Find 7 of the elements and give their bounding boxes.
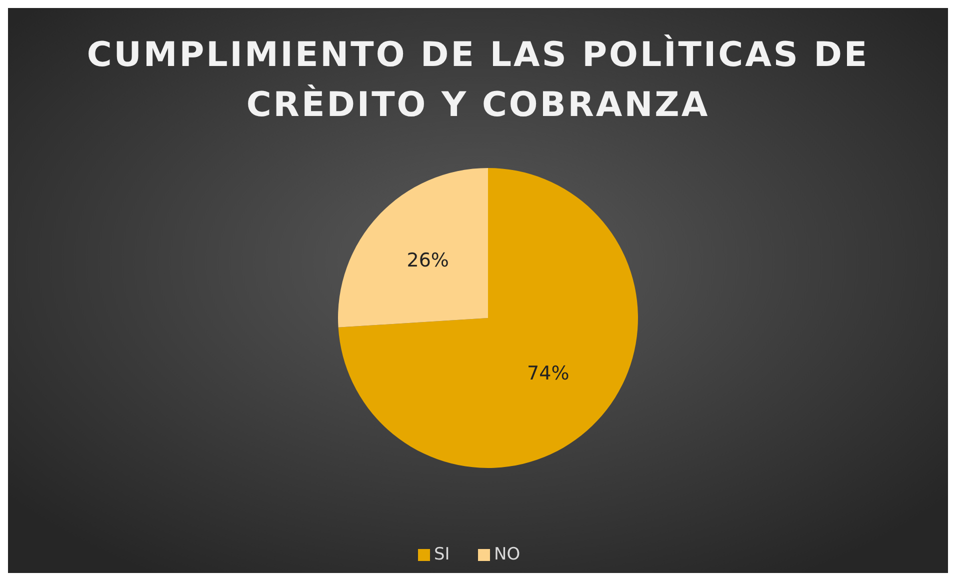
chart-title: CUMPLIMIENTO DE LAS POLÌTICAS DE CRÈDITO Y COBRANZA (86, 34, 870, 125)
data-label: 26% (406, 250, 449, 272)
pie-slice (338, 168, 638, 468)
pie-slice (338, 168, 488, 328)
legend-label: NO (494, 544, 520, 565)
data-label: 74% (527, 362, 570, 385)
legend-label: SI (434, 544, 450, 565)
